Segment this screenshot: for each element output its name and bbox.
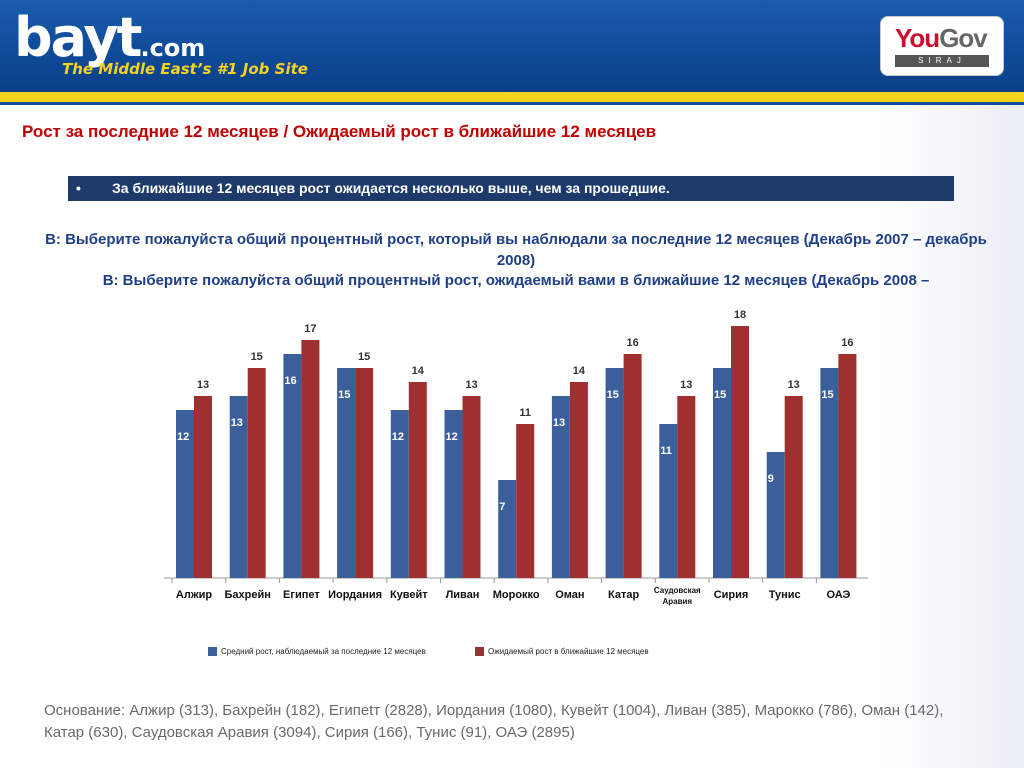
x-tick-label: Оман bbox=[555, 589, 584, 601]
data-label-expected: 13 bbox=[788, 379, 800, 391]
bar-past bbox=[766, 452, 785, 578]
data-label-expected: 14 bbox=[573, 365, 586, 377]
x-tick-label: Египет bbox=[283, 589, 320, 601]
bayt-logo[interactable]: bayt.com bbox=[14, 6, 205, 69]
bar-expected bbox=[623, 354, 642, 578]
bar-past bbox=[176, 410, 194, 578]
bar-expected bbox=[194, 396, 212, 578]
x-tick-label: Морокко bbox=[493, 589, 540, 601]
data-label-past: 13 bbox=[553, 417, 565, 429]
data-label-past: 15 bbox=[338, 389, 350, 401]
data-label-past: 12 bbox=[177, 431, 189, 443]
bar-expected bbox=[408, 382, 427, 578]
bar-expected bbox=[516, 424, 535, 578]
yougov-gov: Gov bbox=[939, 23, 988, 53]
data-label-past: 16 bbox=[284, 375, 296, 387]
x-tick-label: Бахрейн bbox=[225, 589, 271, 601]
data-label-expected: 16 bbox=[626, 337, 638, 349]
x-tick-label: ОАЭ bbox=[827, 589, 851, 601]
legend-label-expected: Ожидаемый рост в ближайшие 12 месяцев bbox=[488, 647, 649, 656]
data-label-past: 12 bbox=[446, 431, 458, 443]
x-tick-label: Ливан bbox=[446, 589, 480, 601]
data-label-expected: 15 bbox=[251, 351, 263, 363]
bullet-icon: • bbox=[76, 180, 81, 196]
logo-word: bayt bbox=[14, 6, 142, 69]
x-tick-label: Тунис bbox=[769, 589, 801, 601]
bar-past bbox=[713, 368, 731, 578]
yougov-logo: YouGov SIRAJ bbox=[880, 16, 1004, 76]
x-tick-label: Иордания bbox=[328, 589, 382, 601]
bar-past bbox=[229, 396, 248, 578]
data-label-expected: 15 bbox=[358, 351, 370, 363]
summary-text: За ближайшие 12 месяцев рост ожидается н… bbox=[112, 180, 670, 196]
data-label-expected: 17 bbox=[304, 323, 316, 335]
x-tick-label: Алжир bbox=[176, 589, 212, 601]
data-label-past: 9 bbox=[768, 473, 774, 485]
data-label-expected: 11 bbox=[519, 407, 531, 419]
yougov-logo-text: YouGov bbox=[895, 23, 988, 54]
data-label-expected: 13 bbox=[465, 379, 477, 391]
bar-past bbox=[390, 410, 409, 578]
data-label-past: 15 bbox=[607, 389, 619, 401]
bar-expected bbox=[462, 396, 481, 578]
logo-suffix: .com bbox=[140, 34, 206, 62]
bar-past bbox=[659, 424, 678, 578]
bar-past bbox=[820, 368, 839, 578]
data-label-expected: 13 bbox=[680, 379, 692, 391]
header-stripe-yellow bbox=[0, 92, 1024, 102]
legend-label-past: Средний рост, наблюдаемый за последние 1… bbox=[221, 647, 426, 656]
yougov-you: You bbox=[895, 23, 940, 53]
bar-expected bbox=[355, 368, 374, 578]
bar-past bbox=[498, 480, 517, 578]
bar-expected bbox=[731, 326, 749, 578]
data-label-past: 11 bbox=[660, 445, 672, 457]
question-expected: В: Выберите пожалуйста общий процентный … bbox=[102, 272, 930, 289]
data-label-past: 12 bbox=[392, 431, 404, 443]
data-label-expected: 18 bbox=[734, 309, 746, 321]
data-label-past: 13 bbox=[231, 417, 243, 429]
data-label-expected: 14 bbox=[412, 365, 425, 377]
question-past: В: Выберите пожалуйста общий процентный … bbox=[45, 231, 987, 269]
bar-expected bbox=[301, 340, 320, 578]
bar-past bbox=[283, 354, 302, 578]
page-title: Рост за последние 12 месяцев / Ожидаемый… bbox=[22, 122, 657, 141]
legend-swatch-past bbox=[208, 647, 217, 656]
footer-line-1: Основание: Алжир (313), Бахрейн (182), Е… bbox=[44, 702, 944, 719]
data-label-past: 15 bbox=[821, 389, 833, 401]
growth-bar-chart: 12 13 Алжир 13 15 Бахрейн 16 17 Египет 15 15 Иордан… bbox=[164, 309, 869, 656]
bar-past bbox=[337, 368, 356, 578]
yougov-siraj: SIRAJ bbox=[895, 55, 989, 67]
summary-bar: • За ближайшие 12 месяцев рост ожидается… bbox=[68, 176, 954, 201]
x-tick-label: Катар bbox=[608, 589, 639, 601]
bar-past bbox=[551, 396, 570, 578]
chart-area: 12 13 Алжир 13 15 Бахрейн 16 17 Египет 15 15 Иордан… bbox=[150, 300, 880, 672]
x-tick-label: Аравия bbox=[662, 597, 692, 606]
x-tick-label: Саудовская bbox=[654, 586, 701, 595]
x-tick-label: Кувейт bbox=[390, 589, 428, 601]
header-bar: bayt.com The Middle East’s #1 Job Site Y… bbox=[0, 0, 1024, 92]
bar-past bbox=[605, 368, 624, 578]
logo-tagline: The Middle East’s #1 Job Site bbox=[62, 60, 308, 78]
data-label-expected: 13 bbox=[197, 379, 209, 391]
footer-line-2: Катар (630), Саудовская Аравия (3094), С… bbox=[44, 724, 575, 741]
data-label-past: 15 bbox=[714, 389, 726, 401]
x-tick-label: Сирия bbox=[714, 589, 749, 601]
data-label-past: 7 bbox=[499, 501, 505, 513]
legend-swatch-expected bbox=[475, 647, 484, 656]
bar-expected bbox=[569, 382, 588, 578]
bar-expected bbox=[838, 354, 857, 578]
bar-expected bbox=[784, 396, 803, 578]
bar-past bbox=[444, 410, 463, 578]
footer-note: Основание: Алжир (313), Бахрейн (182), Е… bbox=[44, 700, 994, 744]
data-label-expected: 16 bbox=[841, 337, 853, 349]
header-stripe-blue bbox=[0, 102, 1024, 105]
bar-expected bbox=[247, 368, 266, 578]
bar-expected bbox=[677, 396, 696, 578]
